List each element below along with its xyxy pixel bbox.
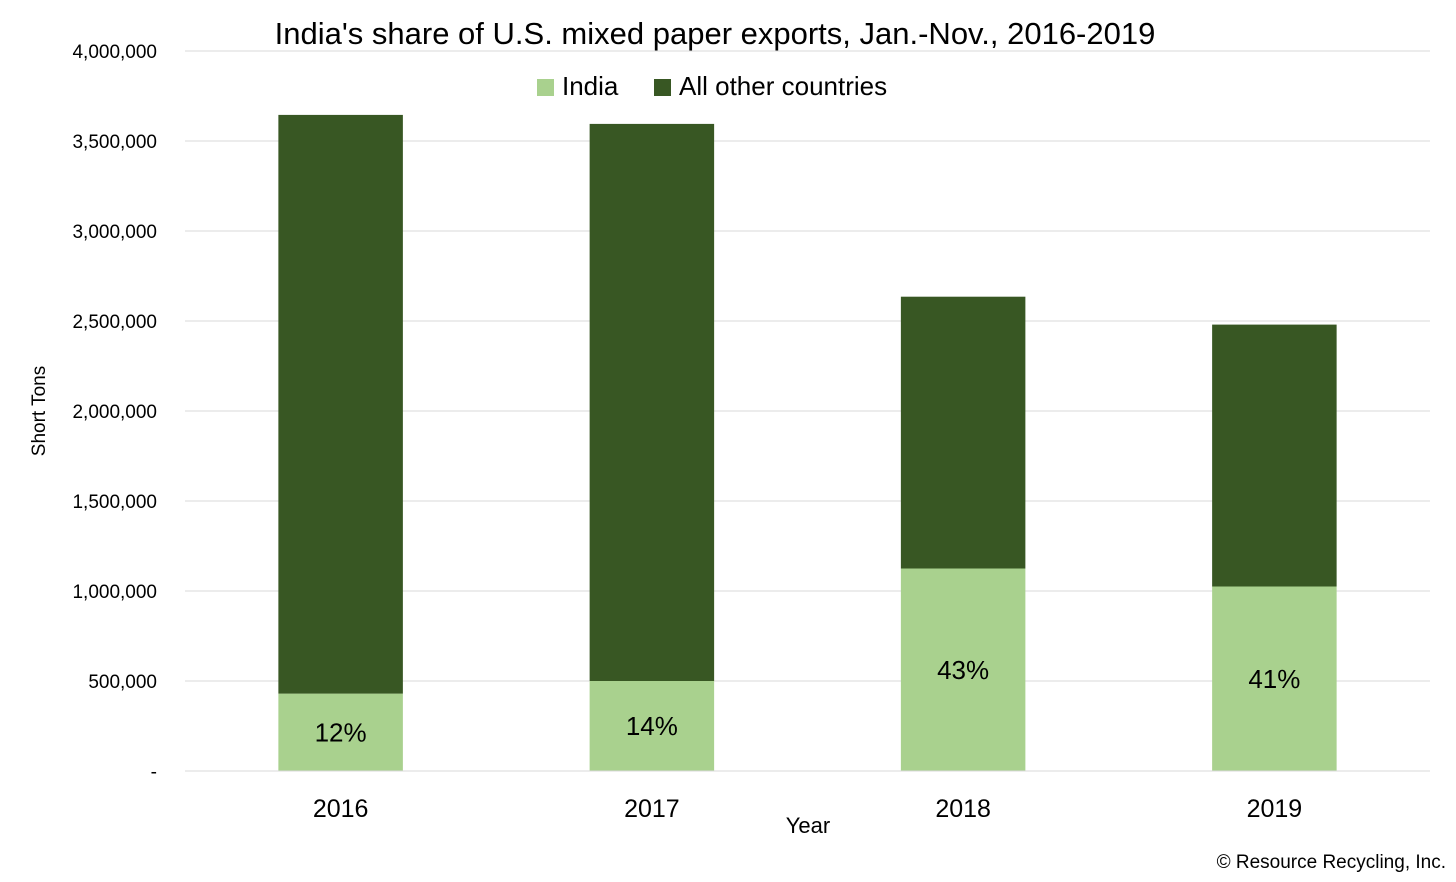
y-tick-label: 1,500,000 bbox=[72, 492, 157, 513]
x-axis-ticks: 2016 2017 2018 2019 bbox=[313, 795, 1302, 823]
bar-other-countries bbox=[278, 114, 403, 694]
x-tick-label: 2019 bbox=[1247, 795, 1303, 823]
data-label-india-share: 41% bbox=[1248, 664, 1300, 694]
y-tick-label: 2,500,000 bbox=[72, 312, 157, 333]
bar-india bbox=[589, 681, 715, 771]
bar-india bbox=[1212, 586, 1337, 771]
y-tick-label: - bbox=[151, 762, 157, 783]
legend-swatch-other bbox=[654, 79, 671, 96]
x-tick-label: 2018 bbox=[935, 795, 991, 823]
data-label-india-share: 12% bbox=[315, 717, 367, 747]
bar-india bbox=[900, 568, 1026, 771]
y-tick-label: 1,000,000 bbox=[72, 582, 157, 603]
bar-india bbox=[278, 693, 403, 771]
x-tick-label: 2016 bbox=[313, 795, 369, 823]
y-tick-label: 4,000,000 bbox=[72, 42, 157, 63]
y-tick-label: 500,000 bbox=[88, 672, 157, 693]
bars: 12% 14% 43% 41% bbox=[278, 114, 1337, 771]
copyright-credit: © Resource Recycling, Inc. bbox=[1217, 852, 1446, 873]
y-tick-label: 3,000,000 bbox=[72, 222, 157, 243]
bar-other-countries bbox=[1212, 324, 1337, 587]
y-axis-ticks: - 500,000 1,000,000 1,500,000 2,000,000 2,500… bbox=[72, 42, 157, 783]
bar-other-countries bbox=[589, 123, 715, 681]
bar-other-countries bbox=[900, 296, 1026, 569]
x-tick-label: 2017 bbox=[624, 795, 680, 823]
legend-label-other: All other countries bbox=[679, 71, 887, 101]
y-axis-title: Short Tons bbox=[29, 366, 50, 456]
y-tick-label: 2,000,000 bbox=[72, 402, 157, 423]
data-label-india-share: 43% bbox=[937, 655, 989, 685]
x-axis-title: Year bbox=[786, 813, 830, 838]
chart-title: India's share of U.S. mixed paper export… bbox=[275, 16, 1156, 51]
y-tick-label: 3,500,000 bbox=[72, 132, 157, 153]
legend-swatch-india bbox=[537, 79, 554, 96]
legend-label-india: India bbox=[562, 71, 619, 101]
data-label-india-share: 14% bbox=[626, 711, 678, 741]
legend: India All other countries bbox=[537, 71, 887, 101]
